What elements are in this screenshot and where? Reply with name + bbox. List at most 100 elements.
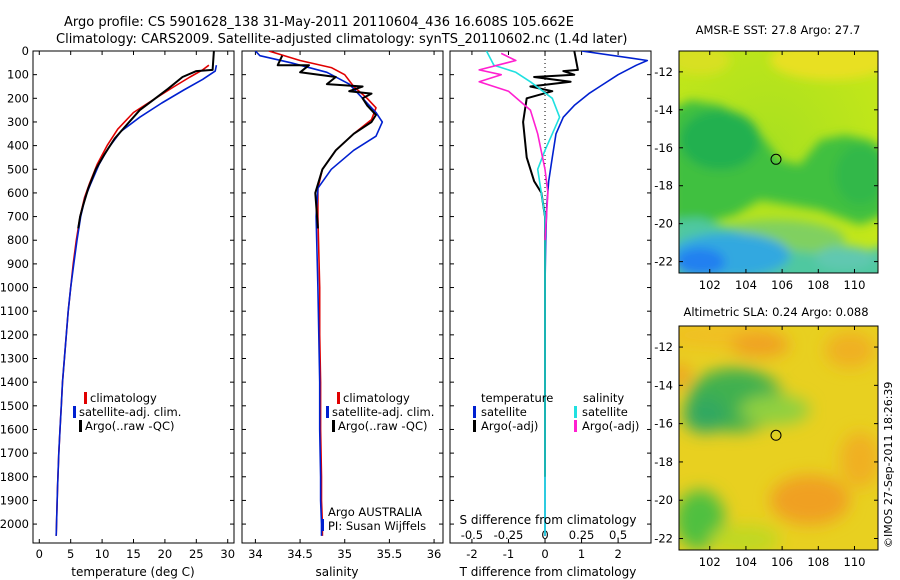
legend-swatch-climatology	[84, 392, 87, 404]
sst-map-ticks: 102 104 106 108 110 -12 -14 -16 -18 -20 -22	[654, 51, 878, 292]
x-tick-label: 34.5	[287, 547, 313, 561]
salinity-axes	[241, 50, 444, 544]
depth-tick-label: 1600	[0, 422, 29, 436]
lat-tick-label: -16	[654, 417, 673, 431]
legend-swatch-climatology	[337, 392, 340, 404]
timestamp-stamp: ©IMOS 27-Sep-2011 18:26:39	[882, 382, 895, 548]
lat-tick-label: -22	[654, 255, 673, 269]
salinity-xticks: 34 34.5 35 35.5 36	[248, 51, 441, 561]
lon-tick-label: 106	[771, 555, 793, 569]
lat-tick-label: -20	[654, 217, 673, 231]
legend-swatch-argo	[79, 420, 82, 432]
legend-label-climatology: climatology	[343, 391, 410, 405]
pi-marker	[321, 519, 324, 531]
sla-map-panel: Altimetric SLA: 0.24 Argo: 0.088 102 104 1…	[654, 305, 879, 569]
lon-tick-label: 104	[735, 278, 757, 292]
sla-map-ticks: 102 104 106 108 110 -12 -14 -16 -18 -20 -22	[654, 326, 878, 569]
sla-argo-marker	[770, 429, 782, 441]
legend-label-t-satellite: satellite	[481, 405, 527, 419]
x-tick-label: 25	[189, 547, 204, 561]
x-tick-label: 30	[220, 547, 235, 561]
x2-tick-label: 0.5	[609, 528, 627, 542]
sst-argo-marker	[770, 153, 782, 165]
lon-tick-label: 102	[699, 555, 721, 569]
difference-x2label: S difference from climatology	[460, 513, 637, 527]
legend-label-argo: Argo(..raw -QC)	[338, 419, 428, 433]
depth-tick-label: 600	[7, 186, 29, 200]
depth-tick-label: 1100	[0, 304, 29, 318]
difference-lines	[478, 51, 649, 543]
series-line-argo	[77, 51, 215, 229]
lat-tick-label: -22	[654, 532, 673, 546]
legend-title-salinity: salinity	[583, 391, 624, 405]
depth-tick-label: 1400	[0, 375, 29, 389]
legend-swatch-satellite	[326, 406, 329, 418]
x-tick-label: 0	[36, 547, 43, 561]
legend-title-temperature: temperature	[481, 391, 553, 405]
salinity-panel: 34 34.5 35 35.5 36 salinity climatology sate…	[241, 50, 444, 579]
legend-swatch-t-satellite	[473, 406, 476, 418]
x-tick-label: 34	[248, 547, 263, 561]
depth-tick-label: 0	[22, 44, 29, 58]
legend-label-climatology: climatology	[90, 391, 157, 405]
sla-map-field	[679, 326, 878, 550]
series-line-argo	[276, 55, 377, 229]
depth-tick-label: 1900	[0, 493, 29, 507]
legend-label-t-argo: Argo(-adj)	[481, 419, 538, 433]
depth-tick-label: 800	[7, 233, 29, 247]
difference-depth-ticks	[450, 50, 651, 525]
legend-label-s-argo: Argo(-adj)	[582, 419, 639, 433]
figure-title-line1: Argo profile: CS 5901628_138 31-May-2011…	[64, 15, 574, 30]
x-tick-label: 1	[578, 547, 585, 561]
sst-map-panel: AMSR-E SST: 27.8 Argo: 27.7 102 104 106 108…	[654, 23, 879, 292]
lat-tick-label: -18	[654, 179, 673, 193]
depth-tick-label: 200	[7, 91, 29, 105]
depth-tick-label: 1200	[0, 328, 29, 342]
institution-label: Argo AUSTRALIA	[328, 505, 422, 519]
depth-tick-label: 300	[7, 115, 29, 129]
x-tick-label: 5	[67, 547, 74, 561]
x-tick-label: -1	[503, 547, 514, 561]
lat-tick-label: -12	[654, 340, 673, 354]
series-line-satellite	[254, 51, 384, 536]
x2-tick-label: -0.5	[461, 528, 483, 542]
lat-tick-label: -16	[654, 141, 673, 155]
depth-tick-label: 1700	[0, 446, 29, 460]
x2-tick-label: 0.25	[569, 528, 595, 542]
legend-swatch-satellite	[73, 406, 76, 418]
legend-swatch-argo	[332, 420, 335, 432]
depth-ticks: 0 100 200 300 400 500 600 700 800 900 1000 1100 1200…	[0, 44, 234, 531]
x-tick-label: 0	[541, 547, 548, 561]
temperature-legend: climatology satellite-adj. clim. Argo(..…	[73, 391, 181, 433]
salinity-xlabel: salinity	[315, 565, 358, 579]
temperature-xlabel: temperature (deg C)	[71, 565, 194, 579]
series-line-argo_salinity	[478, 52, 549, 241]
depth-tick-label: 1000	[0, 281, 29, 295]
difference-axes	[449, 50, 652, 544]
lon-tick-label: 108	[807, 555, 829, 569]
lon-tick-label: 102	[699, 278, 721, 292]
legend-swatch-s-argo	[574, 420, 577, 432]
temperature-axes	[32, 50, 235, 544]
pi-label: PI: Susan Wijffels	[328, 519, 426, 533]
x-tick-label: 36	[427, 547, 442, 561]
sst-map-frame	[678, 50, 879, 274]
sst-map-title: AMSR-E SST: 27.8 Argo: 27.7	[696, 23, 861, 37]
depth-tick-label: 700	[7, 210, 29, 224]
depth-tick-label: 1300	[0, 352, 29, 366]
temperature-panel: 0100200300400500600700800900100011001200…	[0, 44, 235, 579]
lat-tick-label: -14	[654, 103, 673, 117]
x-tick-label: 35	[337, 547, 352, 561]
sla-map-frame	[678, 325, 879, 551]
sla-map-title: Altimetric SLA: 0.24 Argo: 0.088	[683, 305, 868, 319]
lat-tick-label: -18	[654, 455, 673, 469]
depth-tick-label: 1500	[0, 399, 29, 413]
temperature-lines	[55, 51, 218, 536]
depth-tick-label: 400	[7, 139, 29, 153]
salinity-legend: climatology satellite-adj. clim. Argo(..…	[326, 391, 434, 433]
lon-tick-label: 110	[844, 278, 866, 292]
lat-tick-label: -14	[654, 378, 673, 392]
series-line-satellite_salinity	[485, 51, 561, 536]
